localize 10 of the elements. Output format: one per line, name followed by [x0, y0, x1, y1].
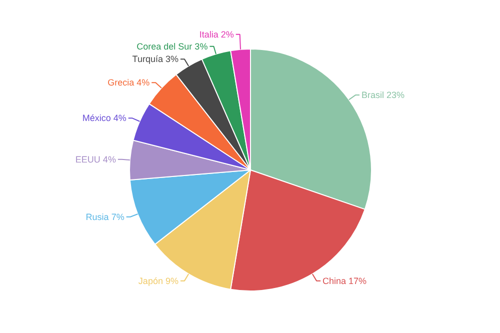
slice-label: Turquía 3% — [132, 54, 178, 64]
slice-label: Rusia 7% — [86, 212, 124, 222]
slice-label: Corea del Sur 3% — [136, 41, 208, 52]
slice-label: China 17% — [322, 276, 367, 286]
slice-label: Brasil 23% — [361, 90, 405, 100]
slice-label: EEUU 4% — [75, 154, 116, 164]
slice-label: Grecia 4% — [108, 78, 150, 88]
slice-label: México 4% — [82, 113, 126, 124]
slice-label: Italia 2% — [199, 29, 234, 40]
slice-label: Japón 9% — [138, 276, 178, 286]
